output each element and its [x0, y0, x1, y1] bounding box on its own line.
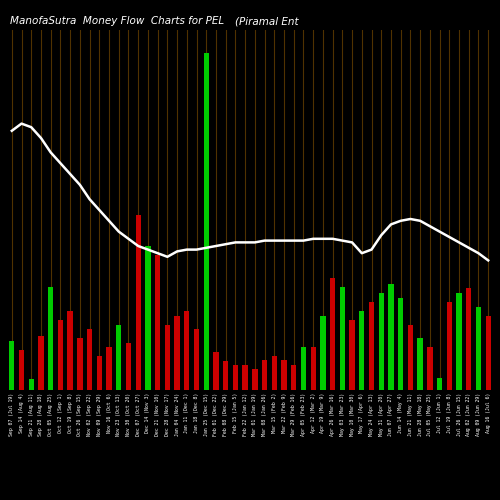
Bar [437, 378, 442, 390]
Bar [136, 214, 141, 390]
Bar [87, 329, 92, 390]
Bar [262, 360, 268, 390]
Bar [9, 340, 15, 390]
Bar [204, 52, 209, 390]
Bar [252, 370, 258, 390]
Bar [456, 293, 462, 390]
Bar [68, 311, 73, 390]
Bar [174, 316, 180, 390]
Bar [272, 356, 277, 390]
Bar [320, 316, 326, 390]
Bar [378, 293, 384, 390]
Bar [77, 338, 82, 390]
Bar [408, 325, 413, 390]
Bar [340, 286, 345, 390]
Bar [232, 365, 238, 390]
Bar [223, 361, 228, 390]
Bar [310, 347, 316, 390]
Bar [301, 347, 306, 390]
Bar [291, 365, 296, 390]
Bar [486, 316, 491, 390]
Bar [476, 307, 481, 390]
Bar [330, 278, 336, 390]
Bar [418, 338, 423, 390]
Bar [446, 302, 452, 390]
Bar [282, 360, 286, 390]
Bar [126, 343, 131, 390]
Bar [28, 379, 34, 390]
Bar [427, 347, 432, 390]
Bar [116, 325, 121, 390]
Bar [398, 298, 404, 390]
Bar [388, 284, 394, 390]
Bar [106, 347, 112, 390]
Bar [155, 255, 160, 390]
Text: ManofaSutra  Money Flow  Charts for PEL: ManofaSutra Money Flow Charts for PEL [10, 16, 224, 26]
Bar [145, 246, 150, 390]
Bar [350, 320, 355, 390]
Bar [359, 311, 364, 390]
Bar [242, 365, 248, 390]
Bar [194, 329, 199, 390]
Bar [58, 320, 63, 390]
Bar [369, 302, 374, 390]
Bar [164, 325, 170, 390]
Bar [19, 350, 24, 390]
Text: (Piramal Ent: (Piramal Ent [236, 16, 299, 26]
Bar [96, 356, 102, 390]
Bar [184, 311, 190, 390]
Bar [214, 352, 218, 390]
Bar [466, 288, 471, 390]
Bar [48, 286, 54, 390]
Bar [38, 336, 44, 390]
